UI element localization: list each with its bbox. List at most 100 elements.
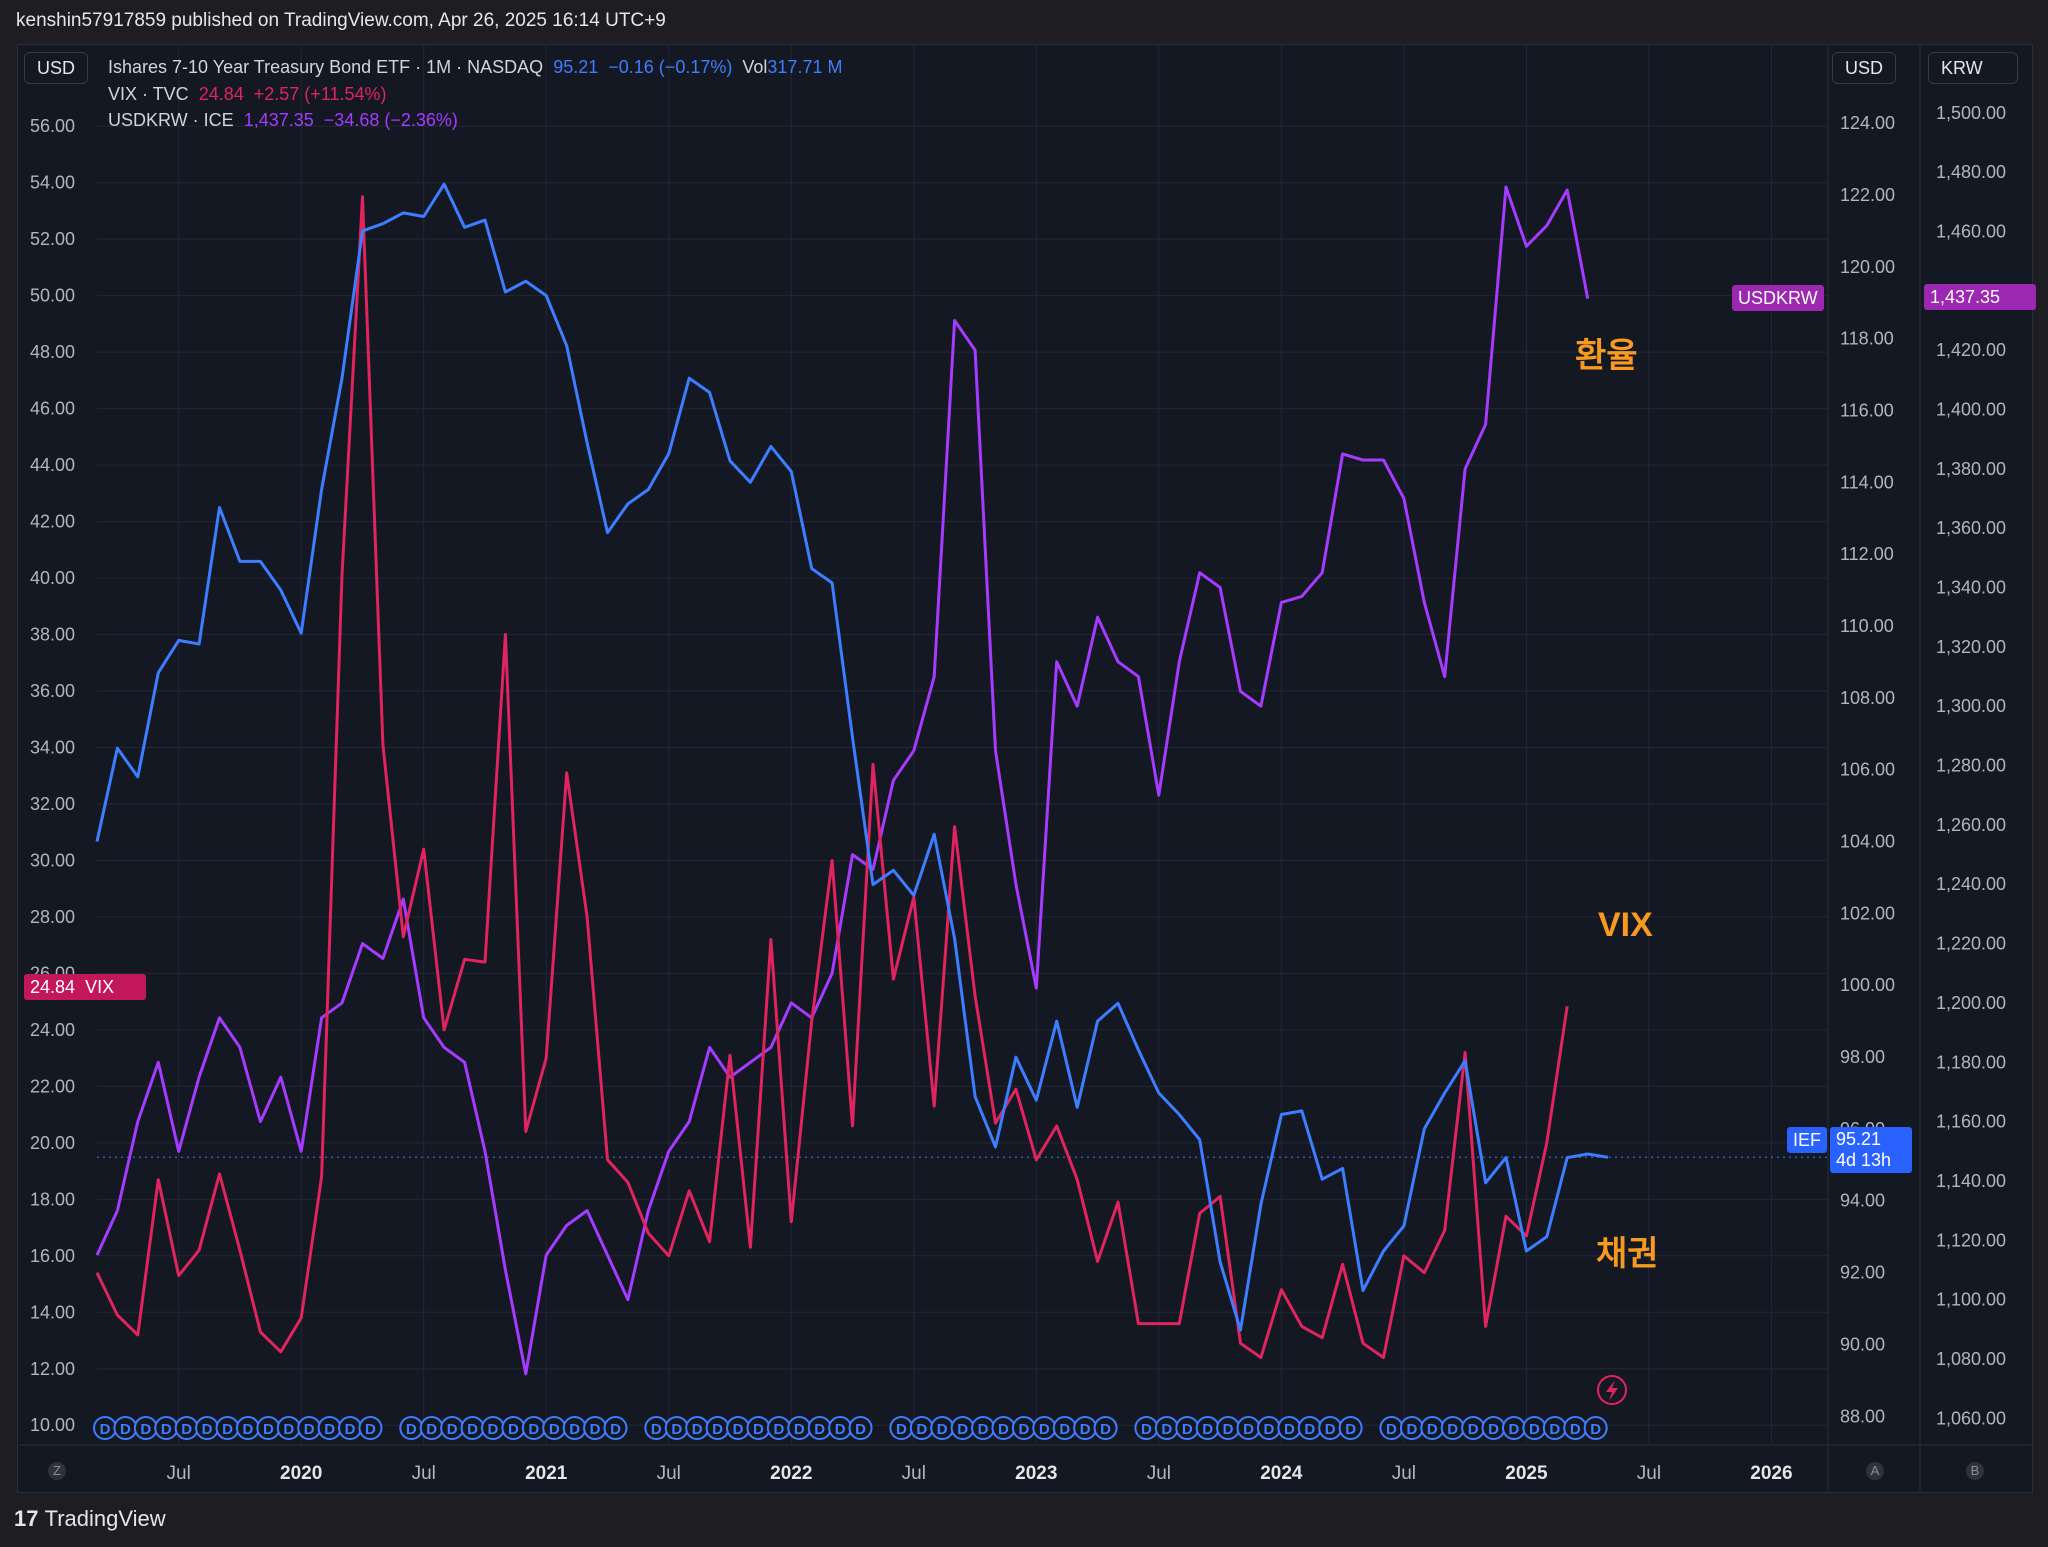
left-tick-label: 40.00	[30, 568, 75, 588]
svg-text:D: D	[610, 1421, 621, 1438]
dividend-marker: D	[807, 1416, 832, 1440]
x-tick-label: Jul	[902, 1463, 926, 1484]
legend-change: −0.16 (−0.17%)	[608, 57, 733, 77]
dividend-marker: D	[1011, 1416, 1036, 1440]
dividend-marker: D	[1338, 1416, 1363, 1440]
right-krw-badge[interactable]: KRW	[1928, 52, 2018, 84]
svg-text:D: D	[855, 1421, 866, 1438]
right-usd-tick-label: 124.00	[1840, 113, 1895, 133]
left-tick-label: 46.00	[30, 399, 75, 419]
dividend-marker: D	[1134, 1416, 1159, 1440]
x-tick-label: Jul	[412, 1463, 436, 1484]
left-tick-label: 42.00	[30, 512, 75, 532]
dividend-marker: D	[848, 1416, 873, 1440]
dividend-marker: D	[583, 1416, 608, 1440]
right-usd-tick-label: 100.00	[1840, 975, 1895, 995]
left-tick-label: 14.00	[30, 1302, 75, 1322]
svg-text:D: D	[753, 1421, 764, 1438]
svg-text:D: D	[528, 1421, 539, 1438]
dividend-marker: D	[705, 1416, 730, 1440]
series-line-usdkrw	[95, 185, 1590, 1376]
published-line: kenshin57917859 published on TradingView…	[16, 10, 666, 31]
right-usd-tick-label: 116.00	[1840, 401, 1894, 421]
left-tick-label: 22.00	[30, 1076, 75, 1096]
right-usd-tick-label: 112.00	[1840, 544, 1894, 564]
dividend-marker: D	[1440, 1416, 1465, 1440]
right-usd-badge[interactable]: USD	[1832, 52, 1897, 84]
legend-row-usdkrw[interactable]: USDKRW · ICE 1,437.35 −34.68 (−2.36%)	[108, 107, 842, 134]
dividend-marker: D	[440, 1416, 465, 1440]
legend-row-vix[interactable]: VIX · TVC 24.84 +2.57 (+11.54%)	[108, 81, 842, 108]
dividend-marker: D	[1052, 1416, 1077, 1440]
legend-row-ief[interactable]: Ishares 7-10 Year Treasury Bond ETF · 1M…	[108, 54, 842, 81]
dividend-marker: D	[1563, 1416, 1588, 1440]
left-tick-label: 44.00	[30, 455, 75, 475]
svg-text:D: D	[161, 1421, 172, 1438]
dividend-marker: D	[338, 1416, 363, 1440]
auto-scale-button-b[interactable]: B	[1966, 1462, 1984, 1480]
right-usd-tick-label: 102.00	[1840, 903, 1895, 923]
annotation-bond: 채권	[1596, 1235, 1659, 1273]
legend-change: +2.57 (+11.54%)	[253, 83, 387, 104]
dividend-marker: D	[930, 1416, 955, 1440]
svg-text:D: D	[1325, 1421, 1336, 1438]
ief-tag-countdown: 4d 13h	[1836, 1150, 1892, 1170]
right-krw-tick-label: 1,060.00	[1936, 1408, 2006, 1428]
dividend-marker: D	[1461, 1416, 1486, 1440]
left-tick-label: 12.00	[30, 1359, 75, 1379]
svg-text:D: D	[467, 1421, 478, 1438]
legend-change: −34.68 (−2.36%)	[323, 110, 458, 130]
dividend-marker: D	[93, 1416, 117, 1440]
svg-text:D: D	[569, 1421, 580, 1438]
right-usd-tick-label: 94.00	[1840, 1191, 1885, 1211]
left-tick-label: 54.00	[30, 173, 75, 193]
dividend-marker: D	[1318, 1416, 1343, 1440]
right-krw-tick-label: 1,480.00	[1936, 162, 2006, 182]
svg-text:D: D	[426, 1421, 437, 1438]
right-krw-tick-label: 1,460.00	[1936, 222, 2006, 242]
svg-text:D: D	[181, 1421, 192, 1438]
svg-text:D: D	[324, 1421, 335, 1438]
right-usd-tick-label: 122.00	[1840, 185, 1895, 205]
vix-price-tag: 24.84 VIX	[24, 974, 146, 1000]
left-currency-badge[interactable]: USD	[24, 52, 89, 84]
usdkrw-axis-tag: 1,437.35	[1924, 284, 2036, 310]
right-krw-tick-label: 1,220.00	[1936, 934, 2006, 954]
svg-text:D: D	[283, 1421, 294, 1438]
right-krw-tick-label: 1,380.00	[1936, 459, 2006, 479]
right-krw-tick-label: 1,500.00	[1936, 103, 2006, 123]
dividend-marker: D	[971, 1416, 996, 1440]
dividend-marker: D	[828, 1416, 853, 1440]
dividend-marker: D	[1154, 1416, 1179, 1440]
left-tick-label: 30.00	[30, 850, 75, 870]
right-usd-tick-label: 114.00	[1840, 472, 1894, 492]
tradingview-logo[interactable]: 17 TradingView	[14, 1506, 166, 1532]
legend-vol-label: Vol	[742, 57, 768, 77]
annotation-vix: VIX	[1598, 906, 1653, 944]
left-tick-label: 32.00	[30, 794, 75, 814]
right-usd-tick-label: 104.00	[1840, 832, 1895, 852]
dividend-marker: D	[174, 1416, 199, 1440]
svg-text:D: D	[1304, 1421, 1315, 1438]
right-krw-tick-label: 1,120.00	[1936, 1230, 2006, 1250]
dividend-marker: D	[215, 1416, 240, 1440]
dividend-marker: D	[1481, 1416, 1506, 1440]
svg-text:D: D	[447, 1421, 458, 1438]
dividend-marker: D	[419, 1416, 444, 1440]
svg-text:D: D	[590, 1421, 601, 1438]
svg-text:D: D	[957, 1421, 968, 1438]
lightning-icon[interactable]	[1597, 1375, 1627, 1405]
vix-tag-value: 24.84	[30, 977, 76, 997]
zoom-button[interactable]: Z	[48, 1462, 66, 1480]
x-tick-label: Jul	[1147, 1463, 1171, 1484]
dividend-marker: D	[1399, 1416, 1424, 1440]
svg-text:D: D	[692, 1421, 703, 1438]
dividend-marker: D	[133, 1416, 158, 1440]
dividend-marker: D	[1216, 1416, 1241, 1440]
x-tick-label: 2024	[1260, 1463, 1303, 1484]
auto-scale-button-a[interactable]: A	[1866, 1462, 1884, 1480]
x-tick-label: Jul	[1392, 1463, 1416, 1484]
dividend-marker: D	[154, 1416, 179, 1440]
